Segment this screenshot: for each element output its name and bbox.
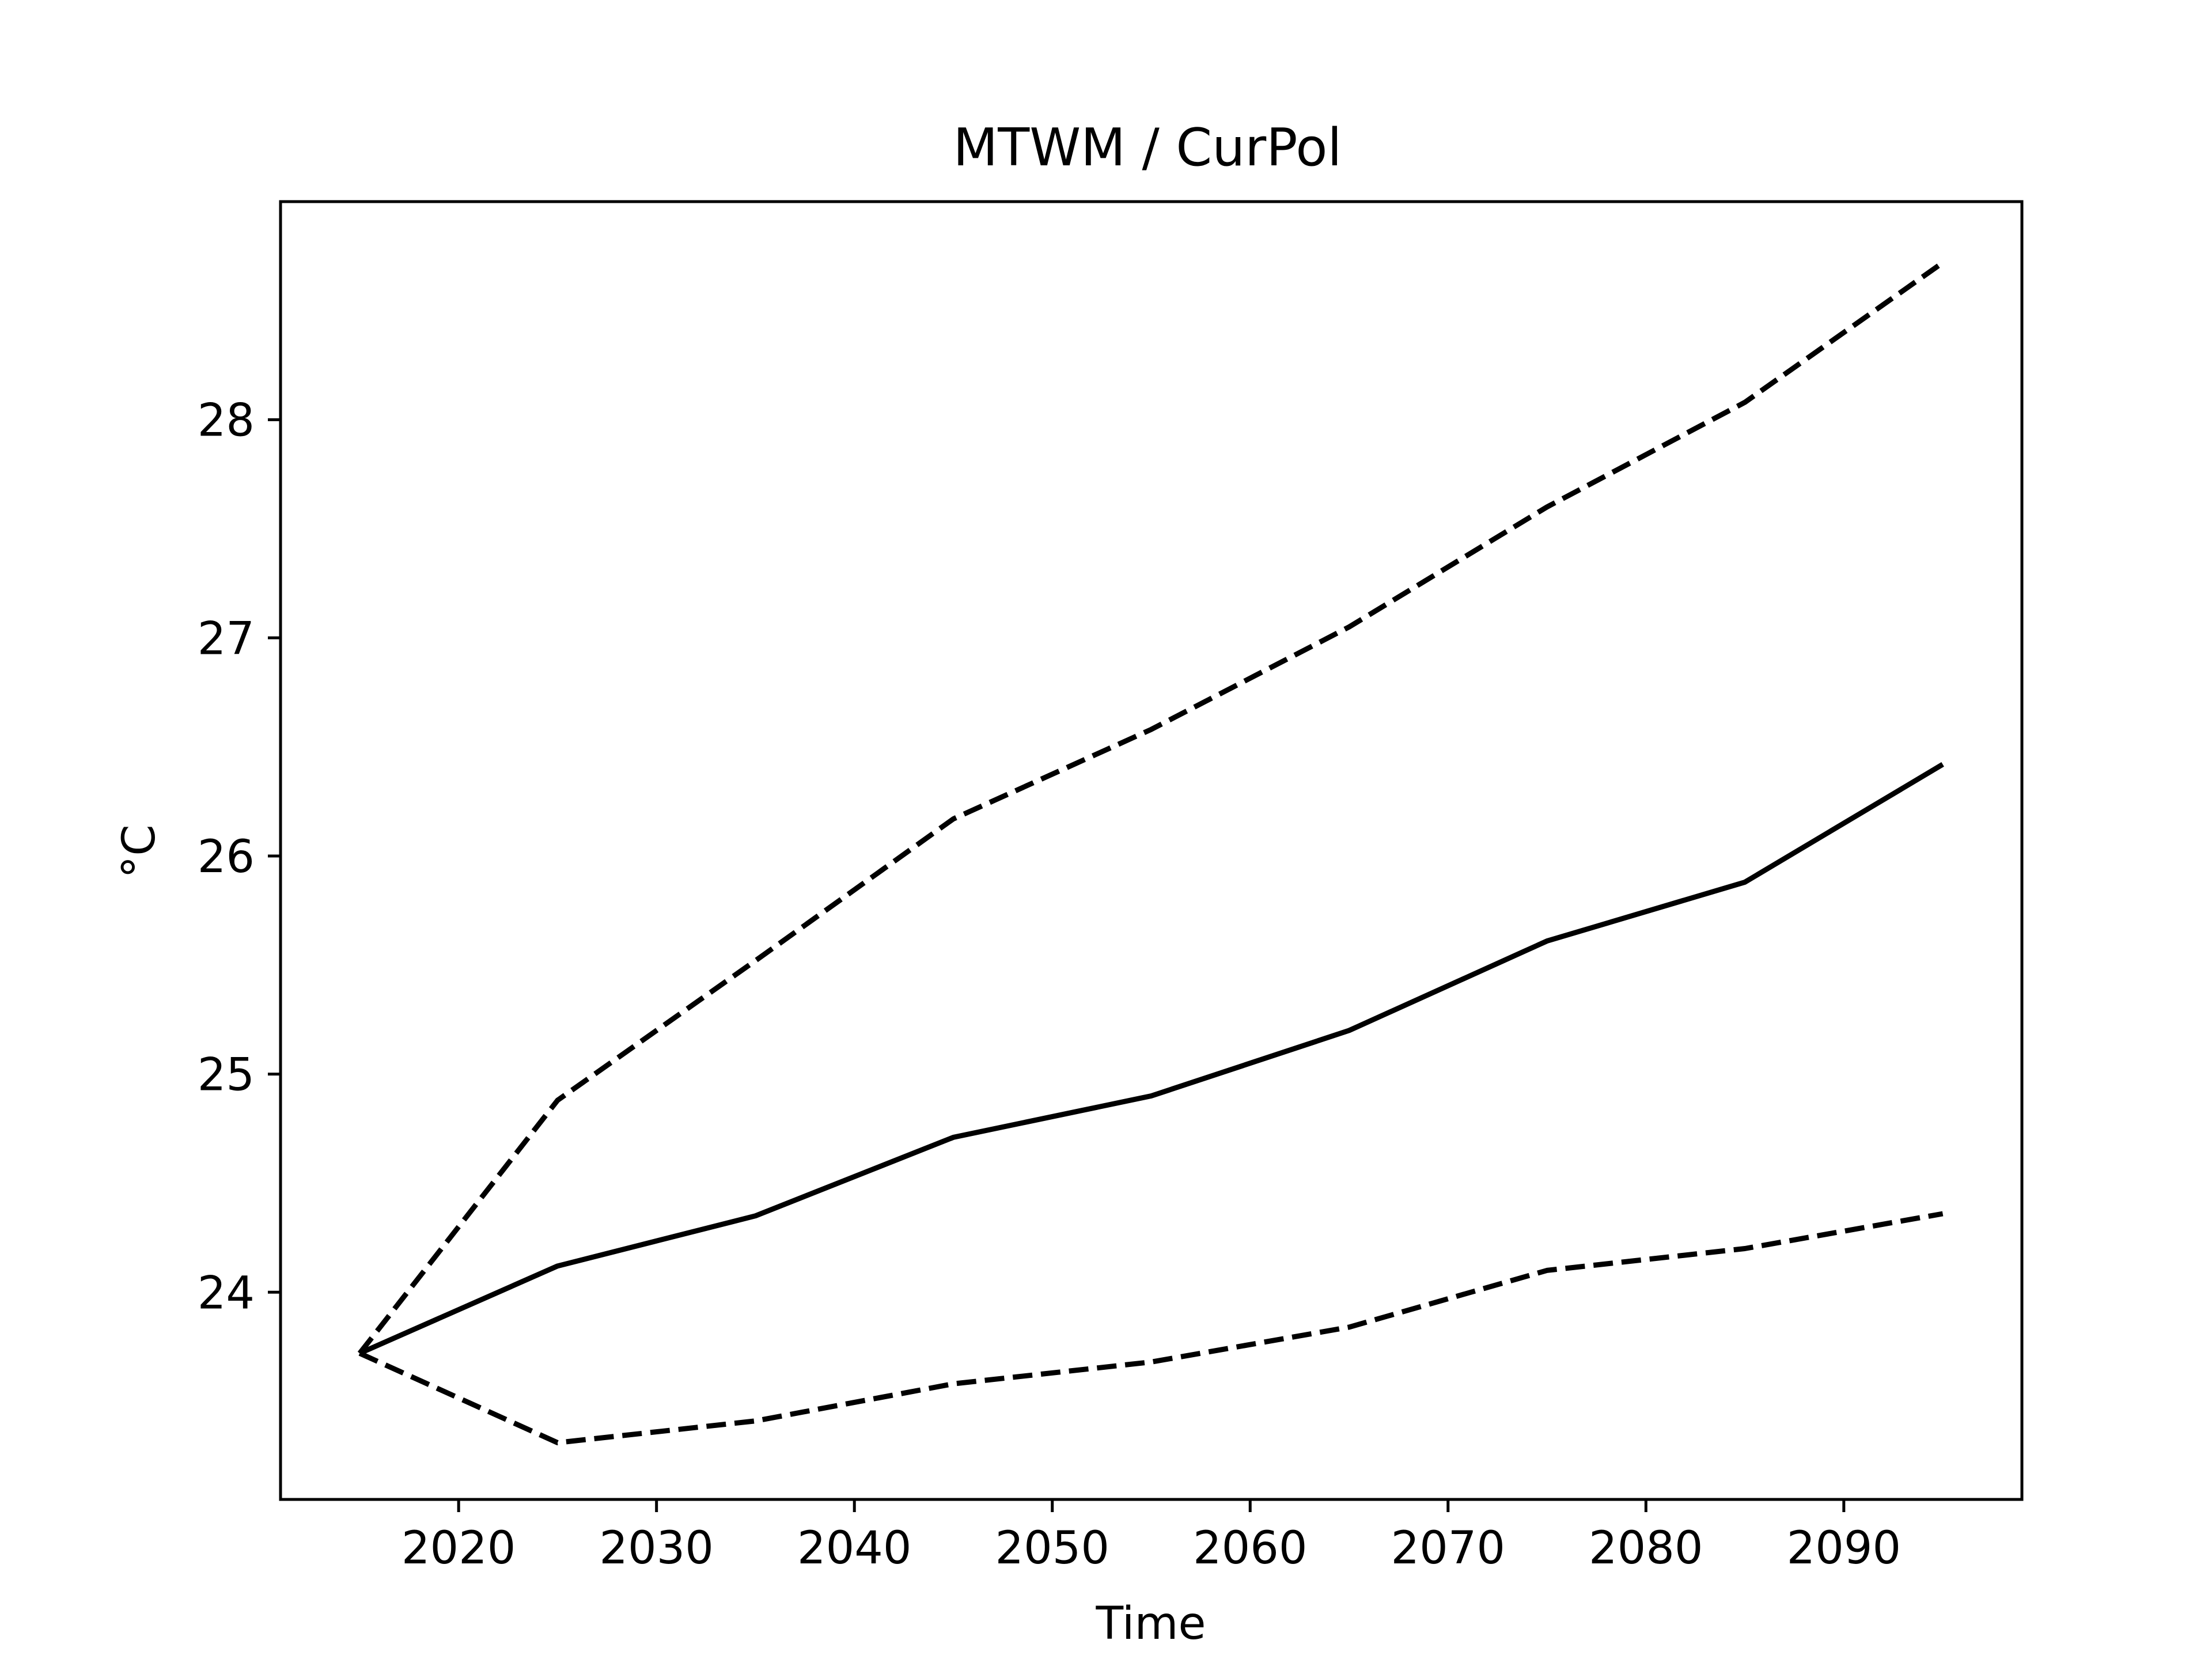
y-tick-label: 26 (198, 831, 255, 883)
x-tick-label: 2070 (1391, 1522, 1506, 1574)
x-tick-label: 2030 (599, 1522, 714, 1574)
x-tick-label: 2020 (402, 1522, 516, 1574)
upper-bound-series-line (357, 260, 1945, 1355)
y-tick-label: 25 (198, 1050, 255, 1101)
x-tick-label: 2050 (995, 1522, 1109, 1574)
y-tick-label: 27 (198, 613, 255, 665)
plot-area (357, 260, 1945, 1445)
x-tick-label: 2040 (797, 1522, 912, 1574)
y-tick-label: 24 (198, 1267, 255, 1319)
y-axis: 24 25 26 27 28 (198, 395, 281, 1319)
chart-title: MTWM / CurPol (953, 118, 1342, 178)
plot-frame (279, 200, 2024, 1501)
y-tick-label: 28 (198, 395, 255, 447)
x-axis: 2020 2030 2040 2050 2060 2070 2080 2090 (402, 1499, 1901, 1574)
lower-bound-series-line (358, 1211, 1944, 1445)
x-tick-label: 2080 (1589, 1522, 1703, 1574)
x-tick-label: 2060 (1193, 1522, 1308, 1574)
median-series-line (358, 762, 1944, 1356)
x-tick-label: 2090 (1787, 1522, 1902, 1574)
x-axis-label: Time (1096, 1598, 1206, 1650)
y-axis-label: °C (113, 824, 165, 878)
